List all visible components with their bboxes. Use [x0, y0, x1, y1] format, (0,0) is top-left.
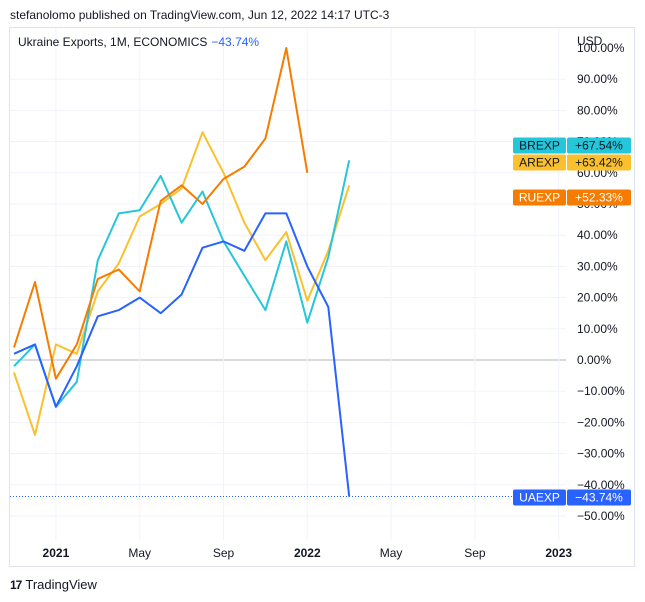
- y-tick-label: −30.00%: [577, 447, 625, 461]
- badge-value: +52.33%: [575, 191, 623, 205]
- x-tick-label: 2021: [43, 546, 70, 560]
- y-tick-label: −20.00%: [577, 415, 625, 429]
- badge-value-bg: [567, 489, 631, 506]
- tradingview-logo-icon: 17: [10, 577, 22, 592]
- series-line-brexp: [13, 160, 351, 408]
- x-tick-label: Sep: [213, 546, 235, 560]
- y-tick-label: 100.00%: [577, 41, 625, 55]
- badge-name-bg: [513, 137, 566, 154]
- series-line-ruexp: [13, 47, 309, 380]
- publish-info: stefanolomo published on TradingView.com…: [10, 8, 390, 22]
- y-tick-label: 20.00%: [577, 291, 618, 305]
- currency-label: USD: [577, 34, 603, 48]
- y-tick-label: 90.00%: [577, 72, 618, 86]
- badge-name-bg: [513, 189, 566, 206]
- footer[interactable]: 17 TradingView: [10, 577, 97, 592]
- badge-name: BREXP: [519, 139, 560, 153]
- y-tick-label: −10.00%: [577, 384, 625, 398]
- series-badge-arexp[interactable]: AREXP +63.42%: [513, 154, 631, 171]
- series-lines: [10, 47, 512, 497]
- badge-value-bg: [567, 154, 631, 171]
- y-tick-label: 30.00%: [577, 259, 618, 273]
- x-tick-label: May: [380, 546, 403, 560]
- x-tick-label: 2022: [294, 546, 321, 560]
- series-badges: BREXP +67.54% AREXP +63.42% RUEXP +52.33% UAEX…: [513, 137, 631, 506]
- badge-name: RUEXP: [519, 191, 560, 205]
- chart-legend: Ukraine Exports, 1M, ECONOMICS −43.74%: [18, 35, 259, 49]
- series-line-arexp: [13, 131, 351, 436]
- y-tick-label: −50.00%: [577, 509, 625, 523]
- y-tick-label: 40.00%: [577, 228, 618, 242]
- badge-name-bg: [513, 489, 566, 506]
- y-axis: 90.00%80.00%70.00%60.00%50.00%40.00%30.0…: [577, 41, 625, 523]
- legend-title: Ukraine Exports, 1M, ECONOMICS: [18, 35, 208, 49]
- badge-value-bg: [567, 137, 631, 154]
- x-axis: 2021 May Sep 2022 May Sep 2023: [43, 546, 573, 560]
- badge-value: −43.74%: [575, 491, 623, 505]
- series-badge-ruexp[interactable]: RUEXP +52.33%: [513, 189, 631, 206]
- y-tick-label: 80.00%: [577, 103, 618, 117]
- badge-name: UAEXP: [519, 491, 560, 505]
- chart-frame: [9, 27, 635, 567]
- badge-value: +63.42%: [575, 156, 623, 170]
- series-badge-brexp[interactable]: BREXP +67.54%: [513, 137, 631, 154]
- series-badge-uaexp[interactable]: UAEXP −43.74%: [513, 489, 631, 506]
- y-tick-label: 0.00%: [577, 353, 611, 367]
- grid: [10, 28, 566, 540]
- badge-value-bg: [567, 189, 631, 206]
- footer-brand: TradingView: [25, 577, 97, 592]
- badge-name-bg: [513, 154, 566, 171]
- badge-value: +67.54%: [575, 139, 623, 153]
- badge-name: AREXP: [519, 156, 560, 170]
- y-tick-label: 10.00%: [577, 322, 618, 336]
- series-line-uaexp: [13, 212, 351, 497]
- x-tick-label: Sep: [464, 546, 486, 560]
- x-tick-label: May: [128, 546, 151, 560]
- x-tick-label: 2023: [545, 546, 572, 560]
- y-tick-label: −40.00%: [577, 478, 625, 492]
- legend-change: −43.74%: [211, 35, 260, 49]
